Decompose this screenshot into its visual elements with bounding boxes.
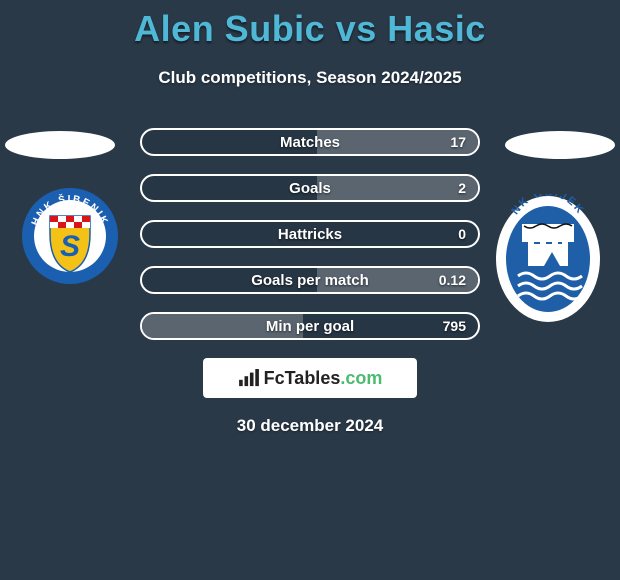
stat-row: Goals 2 [140,174,480,202]
stat-fill-right [317,176,478,200]
stat-row: Hattricks 0 [140,220,480,248]
stat-label: Goals per match [251,272,369,289]
stats-container: HNK ŠIBENIK S NK OSIJEK [0,128,620,340]
stat-row: Matches 17 [140,128,480,156]
stat-label: Goals [289,180,331,197]
brand-suffix: .com [340,368,382,388]
subtitle: Club competitions, Season 2024/2025 [0,68,620,88]
page-title: Alen Subic vs Hasic [0,0,620,50]
stat-row: Goals per match 0.12 [140,266,480,294]
stat-label: Hattricks [278,226,342,243]
bar-chart-icon [238,369,260,387]
player-avatar-left-placeholder [5,131,115,159]
stat-value-right: 795 [443,318,466,334]
svg-text:S: S [60,230,80,263]
brand-name: FcTables [264,368,341,388]
stat-label: Min per goal [266,318,354,335]
club-crest-right: NK OSIJEK [494,194,602,324]
stat-label: Matches [280,134,340,151]
date-text: 30 december 2024 [0,416,620,436]
stat-value-right: 17 [450,134,466,150]
brand-text: FcTables.com [264,368,383,389]
stat-row: Min per goal 795 [140,312,480,340]
stat-value-right: 0 [458,226,466,242]
stat-value-right: 0.12 [439,272,466,288]
stat-value-right: 2 [458,180,466,196]
player-avatar-right-placeholder [505,131,615,159]
brand-badge[interactable]: FcTables.com [203,358,417,398]
club-crest-left: HNK ŠIBENIK S [20,186,120,286]
